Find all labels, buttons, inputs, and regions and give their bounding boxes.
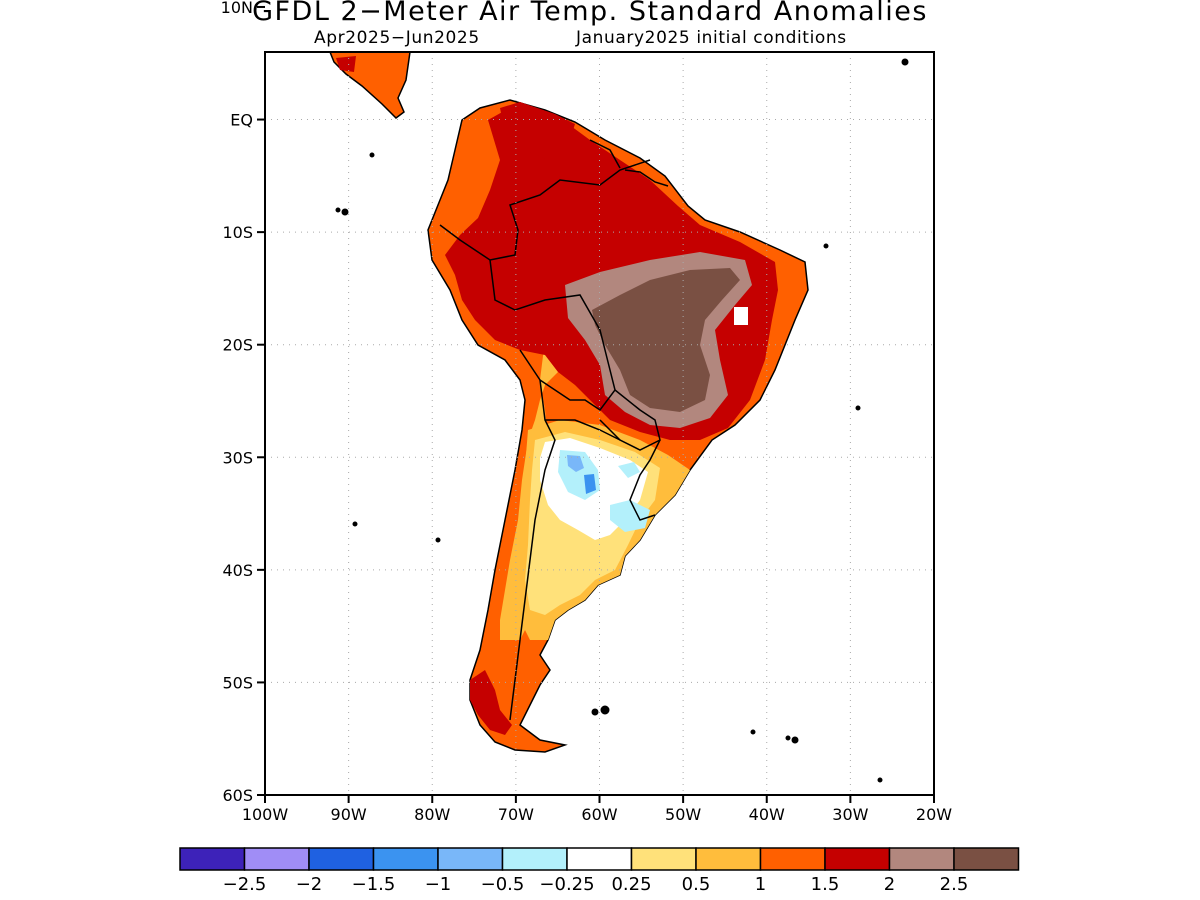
anomaly-light-blue-2	[610, 500, 650, 532]
colorbar-label: −0.25	[539, 874, 594, 895]
colorbar-swatch	[243, 847, 310, 871]
colorbar-swatch	[372, 847, 439, 871]
lat-tick-label: 20S	[222, 336, 253, 355]
colorbar-label: −0.5	[481, 874, 525, 895]
lon-tick-label: 90W	[331, 805, 367, 824]
colorbar-label: 2.5	[940, 874, 969, 895]
colorbar-label: 0.5	[682, 874, 711, 895]
colorbar-swatch	[824, 847, 891, 871]
colorbar-swatch	[437, 847, 504, 871]
lat-tick-label: 30S	[222, 448, 253, 467]
lat-tick-label: 10N	[221, 0, 253, 17]
colorbar-label: −1	[425, 874, 452, 895]
colorbar-label: −2	[296, 874, 323, 895]
colorbar-swatch	[308, 847, 375, 871]
lon-tick-label: 70W	[498, 805, 534, 824]
country-borders	[439, 139, 669, 721]
patagonia-orange	[498, 640, 540, 710]
colorbar-label: 1.5	[811, 874, 840, 895]
colorbar-label: −1.5	[352, 874, 396, 895]
lat-tick-label: 50S	[222, 673, 253, 692]
anomaly-dark-brown	[592, 268, 740, 412]
lon-tick-label: 60W	[581, 805, 617, 824]
anomaly-blue-1	[584, 474, 596, 494]
colorbar-swatch	[630, 847, 697, 871]
colorbar-swatch	[501, 847, 568, 871]
initial-conditions: January2025 initial conditions	[576, 28, 847, 48]
colorbar-swatch	[759, 847, 826, 871]
patagonia-dark-red	[470, 670, 512, 735]
lon-tick-label: 20W	[916, 805, 952, 824]
colorbar-swatch	[179, 847, 246, 871]
lat-tick-label: 40S	[222, 561, 253, 580]
lon-tick-label: 40W	[749, 805, 785, 824]
colorbar-label: 0.25	[611, 874, 651, 895]
lat-tick-label: 10S	[222, 223, 253, 242]
lat-tick-label: EQ	[230, 111, 253, 130]
colorbar-label: 1	[755, 874, 766, 895]
lon-tick-label: 100W	[242, 805, 289, 824]
forecast-period: Apr2025−Jun2025	[314, 28, 480, 48]
lon-tick-label: 30W	[832, 805, 868, 824]
map-axes: 100W 90W 80W 70W 60W 50W 40W 30W 20W 10N EQ 10S 20S 3…	[221, 0, 953, 824]
colorbar-label: −2.5	[223, 874, 267, 895]
colorbar: −2.5 −2 −1.5 −1 −0.5 −0.25 0.25 0.5 1 1.5 2 2.5	[179, 847, 1020, 895]
central-america-dark-spot	[336, 56, 356, 72]
colorbar-swatch	[695, 847, 762, 871]
colorbar-swatch	[888, 847, 955, 871]
missing-data-cell	[734, 307, 748, 325]
colorbar-label: 2	[884, 874, 895, 895]
lon-tick-label: 50W	[665, 805, 701, 824]
anomaly-mid-blue-1	[567, 455, 584, 472]
colorbar-swatch	[566, 847, 633, 871]
northern-dark-red	[500, 102, 575, 160]
chart-title: GFDL 2−Meter Air Temp. Standard Anomalie…	[252, 0, 928, 27]
lon-tick-label: 80W	[414, 805, 450, 824]
lat-tick-label: 60S	[222, 786, 253, 805]
anomaly-light-blue-3	[618, 462, 640, 478]
islands	[335, 58, 909, 783]
colorbar-swatch	[953, 847, 1020, 871]
map-field	[329, 52, 809, 753]
